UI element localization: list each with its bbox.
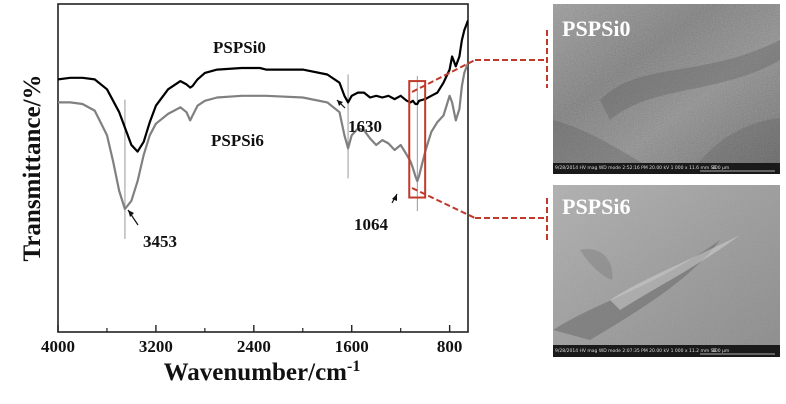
x-axis-ticks (57, 325, 451, 332)
sem-title-pspsi0: PSPSi0 (562, 16, 630, 41)
x-axis-title-superscript: -1 (347, 358, 360, 375)
sem-info-bar-pspsi0: 9/28/2014 HV mag WD mode 2:52:16 PM 20.0… (555, 165, 717, 171)
sem-scale-pspsi6: 100 µm (712, 348, 729, 354)
x-axis-title-text: Wavenumber/cm (164, 359, 347, 386)
series-line-pspsi6 (58, 62, 468, 211)
x-tick-label-800: 800 (437, 337, 463, 356)
sem-image-pspsi0: 9/28/2014 HV mag WD mode 2:52:16 PM 20.0… (553, 4, 780, 174)
sem-info-bar-pspsi6: 9/28/2014 HV mag WD mode 2:07:35 PM 20.0… (555, 348, 717, 354)
callout-line-top (411, 59, 476, 93)
x-tick-label-1600: 1600 (335, 337, 369, 356)
peak-label-1064: 1064 (354, 215, 389, 234)
y-axis-title: Transmittance/% (19, 74, 46, 261)
sem-scale-pspsi0: 100 µm (712, 165, 729, 171)
peak-arrowhead-1064 (392, 194, 397, 201)
series-line-pspsi0 (58, 20, 468, 153)
x-tick-label-4000: 4000 (41, 337, 75, 356)
peak-arrowhead-3453 (128, 210, 134, 217)
sem-image-pspsi6: 9/28/2014 HV mag WD mode 2:07:35 PM 20.0… (553, 185, 780, 357)
x-tick-label-3200: 3200 (139, 337, 173, 356)
peak-arrowhead-1630 (337, 100, 343, 106)
x-axis-title: Wavenumber/cm-1 (164, 358, 361, 386)
x-axis-tick-labels: 4000 3200 2400 1600 800 (41, 337, 462, 356)
series-label-pspsi0: PSPSi0 (213, 38, 266, 57)
peak-label-3453: 3453 (143, 232, 177, 251)
callout-line-bottom (411, 187, 476, 219)
plot-frame (57, 3, 469, 333)
peak-label-1630: 1630 (348, 117, 382, 136)
highlight-band-box (408, 80, 427, 199)
series-label-pspsi6: PSPSi6 (211, 131, 264, 150)
x-tick-label-2400: 2400 (237, 337, 271, 356)
series-layer (58, 20, 468, 211)
sem-title-pspsi6: PSPSi6 (562, 194, 630, 219)
peak-guide-lines (124, 74, 418, 239)
